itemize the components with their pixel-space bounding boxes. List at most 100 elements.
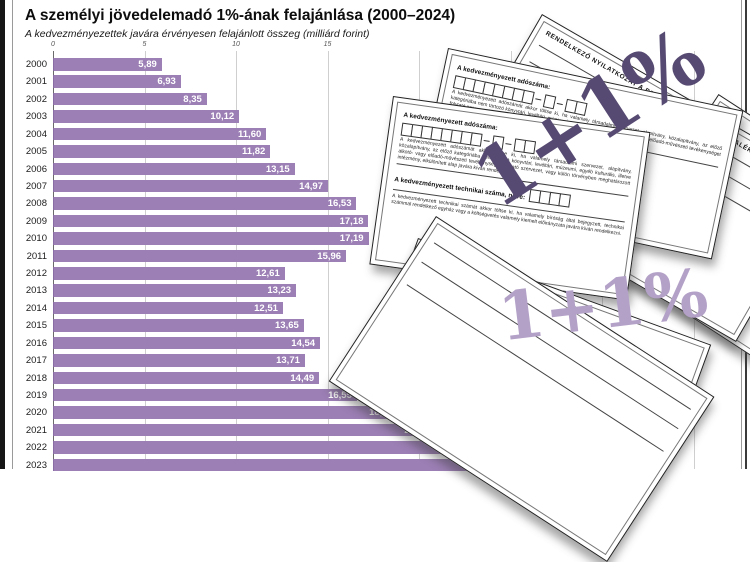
chart-row: 2013 13,23 <box>0 284 750 297</box>
bar: 13,65 <box>53 319 304 332</box>
chart-row: 2001 6,93 <box>0 75 750 88</box>
bar-value-label: 18,79 <box>369 407 393 418</box>
chart-row: 2008 16,53 <box>0 197 750 210</box>
bar-value-label: 30,97 <box>592 460 616 471</box>
year-label: 2022 <box>0 442 47 453</box>
chart-row: 2018 14,49 <box>0 372 750 385</box>
bar-value-label: 15,96 <box>317 251 341 262</box>
bar: 23,75 <box>53 441 489 454</box>
bar: 15,96 <box>53 250 346 263</box>
chart-row: 2004 11,60 <box>0 128 750 141</box>
x-tick-label: 0 <box>51 41 55 48</box>
year-label: 2014 <box>0 303 47 314</box>
year-label: 2006 <box>0 164 47 175</box>
year-label: 2016 <box>0 338 47 349</box>
bar-value-label: 11,82 <box>242 146 265 157</box>
bar: 10,12 <box>53 110 239 123</box>
year-label: 2000 <box>0 59 47 70</box>
chart-row: 2021 20,72 <box>0 424 750 437</box>
year-label: 2021 <box>0 425 47 436</box>
chart-row: 2011 15,96 <box>0 250 750 263</box>
year-label: 2010 <box>0 233 47 244</box>
year-label: 2009 <box>0 216 47 227</box>
chart-row: 2002 8,35 <box>0 93 750 106</box>
bar: 13,15 <box>53 163 295 176</box>
year-label: 2011 <box>0 251 47 262</box>
year-label: 2017 <box>0 355 47 366</box>
year-label: 2019 <box>0 390 47 401</box>
year-label: 2002 <box>0 94 47 105</box>
bar: 14,54 <box>53 337 320 350</box>
chart-row: 2016 14,54 <box>0 337 750 350</box>
year-label: 2015 <box>0 320 47 331</box>
bar: 17,18 <box>53 215 368 228</box>
x-tick-label: 15 <box>324 41 332 48</box>
bar-value-label: 14,54 <box>291 338 315 349</box>
chart-row: 2022 23,75 <box>0 441 750 454</box>
chart-row: 2014 12,51 <box>0 302 750 315</box>
chart-row: 2019 16,55 <box>0 389 750 402</box>
bar-value-label: 13,23 <box>267 285 291 296</box>
chart-title: A személyi jövedelemadó 1%-ának felajánl… <box>25 7 585 25</box>
bar-value-label: 13,65 <box>275 320 299 331</box>
bar: 12,61 <box>53 267 285 280</box>
chart-row: 2009 17,18 <box>0 215 750 228</box>
year-label: 2008 <box>0 198 47 209</box>
year-label: 2018 <box>0 373 47 384</box>
bar-value-label: 10,12 <box>210 111 234 122</box>
year-label: 2004 <box>0 129 47 140</box>
bar: 13,71 <box>53 354 305 367</box>
x-tick-label: 5 <box>143 41 147 48</box>
year-label: 2005 <box>0 146 47 157</box>
bar-value-label: 16,55 <box>328 390 352 401</box>
bar: 6,93 <box>53 75 181 88</box>
year-label: 2023 <box>0 460 47 471</box>
bar-value-label: 11,60 <box>238 129 261 140</box>
bar: 11,60 <box>53 128 266 141</box>
chart-row: 2003 10,12 <box>0 110 750 123</box>
chart-subtitle: A kedvezményezettek javára érvényesen fe… <box>25 28 585 40</box>
x-tick-label: 10 <box>232 41 240 48</box>
bar: 5,89 <box>53 58 162 71</box>
year-label: 2001 <box>0 76 47 87</box>
year-label: 2020 <box>0 407 47 418</box>
bar: 17,19 <box>53 232 369 245</box>
chart-row: 2015 13,65 <box>0 319 750 332</box>
bar-value-label: 12,61 <box>256 268 280 279</box>
chart-row: 2020 18,79 <box>0 406 750 419</box>
bar-value-label: 17,18 <box>340 216 364 227</box>
chart-row: 2005 11,82 <box>0 145 750 158</box>
chart-row: 2023 30,97 <box>0 459 750 472</box>
bar-value-label: 12,51 <box>254 303 278 314</box>
bar: 11,82 <box>53 145 270 158</box>
bar: 18,79 <box>53 406 398 419</box>
chart-row: 2000 5,89 <box>0 58 750 71</box>
bar: 13,23 <box>53 284 296 297</box>
bar: 14,97 <box>53 180 328 193</box>
bar: 30,97 <box>53 459 621 472</box>
chart-row: 2007 14,97 <box>0 180 750 193</box>
chart-row: 2006 13,15 <box>0 163 750 176</box>
bar: 12,51 <box>53 302 283 315</box>
bar-value-label: 5,89 <box>138 59 157 70</box>
bar-value-label: 23,75 <box>460 442 484 453</box>
bar: 16,53 <box>53 197 356 210</box>
bar-value-label: 6,93 <box>157 76 176 87</box>
bar-value-label: 17,19 <box>340 233 364 244</box>
year-label: 2013 <box>0 285 47 296</box>
bar-value-label: 14,97 <box>299 181 323 192</box>
bar-value-label: 13,71 <box>276 355 300 366</box>
bar-value-label: 14,49 <box>290 373 314 384</box>
year-label: 2003 <box>0 111 47 122</box>
infographic-page: { "page": { "title": "A személyi jövedel… <box>0 0 750 469</box>
x-axis-tick-labels: 0 5 10 15 <box>0 41 750 51</box>
bar-value-label: 8,35 <box>183 94 202 105</box>
year-label: 2007 <box>0 181 47 192</box>
bar-value-label: 20,72 <box>404 425 428 436</box>
chart-row: 2017 13,71 <box>0 354 750 367</box>
bar: 14,49 <box>53 372 319 385</box>
bar-value-label: 16,53 <box>328 198 352 209</box>
chart-row: 2010 17,19 <box>0 232 750 245</box>
bar: 16,55 <box>53 389 357 402</box>
